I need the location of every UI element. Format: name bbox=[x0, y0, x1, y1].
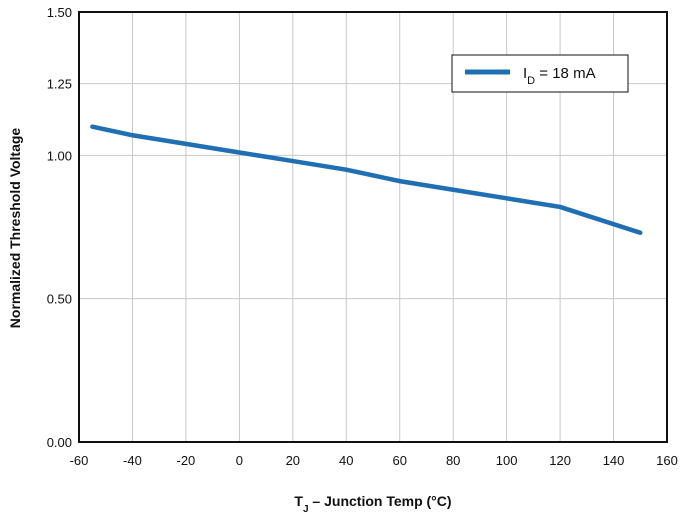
y-axis-title: Normalized Threshold Voltage bbox=[7, 128, 23, 329]
x-tick-label: 100 bbox=[496, 453, 518, 468]
x-axis-title-sub: J bbox=[303, 504, 309, 515]
x-axis-title: TJ – Junction Temp (°C) bbox=[294, 493, 451, 515]
x-tick-label: 20 bbox=[286, 453, 300, 468]
x-tick-label: 120 bbox=[549, 453, 571, 468]
y-tick-label: 1.00 bbox=[47, 148, 72, 163]
x-tick-label: 140 bbox=[603, 453, 625, 468]
x-tick-label: -20 bbox=[177, 453, 196, 468]
x-tick-labels: -60 -40 -20 0 20 40 60 80 100 120 140 160 bbox=[70, 453, 678, 468]
plot-frame bbox=[78, 11, 668, 443]
legend: ID = 18 mA bbox=[451, 54, 629, 93]
legend-label-main: I bbox=[523, 65, 527, 82]
y-tick-labels: 0.00 0.50 1.00 1.25 1.50 bbox=[47, 5, 72, 450]
x-tick-label: 40 bbox=[339, 453, 353, 468]
y-tick-label: 0.50 bbox=[47, 292, 72, 307]
y-tick-label: 1.25 bbox=[47, 77, 72, 92]
x-tick-label: 0 bbox=[236, 453, 243, 468]
y-tick-label: 1.50 bbox=[47, 5, 72, 20]
series-layer bbox=[90, 124, 643, 235]
x-tick-label: 80 bbox=[446, 453, 460, 468]
x-axis-title-main: T bbox=[294, 493, 303, 509]
x-tick-label: -40 bbox=[123, 453, 142, 468]
x-tick-label: 60 bbox=[392, 453, 406, 468]
y-tick-label: 0.00 bbox=[47, 435, 72, 450]
series-line bbox=[90, 124, 643, 235]
x-axis-title-rest: – Junction Temp (°C) bbox=[309, 493, 452, 509]
legend-label: ID = 18 mA bbox=[523, 65, 596, 87]
legend-label-sub: D bbox=[527, 75, 535, 87]
x-tick-label: 160 bbox=[656, 453, 678, 468]
x-tick-label: -60 bbox=[70, 453, 89, 468]
legend-label-rest: = 18 mA bbox=[535, 65, 595, 82]
